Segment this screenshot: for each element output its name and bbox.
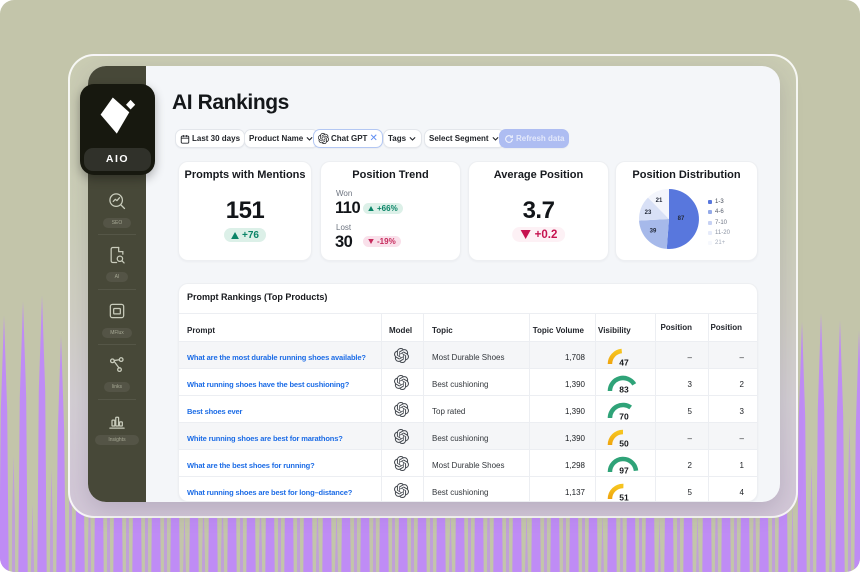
svg-text:23: 23 xyxy=(645,210,652,216)
svg-text:87: 87 xyxy=(678,216,685,222)
svg-text:70: 70 xyxy=(619,412,629,422)
svg-text:39: 39 xyxy=(650,229,657,235)
svg-text:47: 47 xyxy=(619,358,629,368)
svg-text:51: 51 xyxy=(619,493,629,503)
svg-text:97: 97 xyxy=(619,466,629,476)
svg-text:50: 50 xyxy=(619,439,629,449)
svg-text:21: 21 xyxy=(656,198,663,204)
svg-text:83: 83 xyxy=(619,385,629,395)
